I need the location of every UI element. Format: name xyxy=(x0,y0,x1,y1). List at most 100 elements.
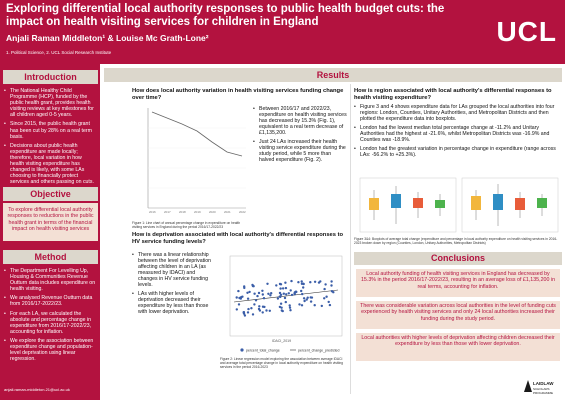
poster-authors: Anjali Raman Middleton¹ & Louise Mc Grat… xyxy=(6,33,209,43)
scatter-point xyxy=(284,281,287,284)
scatter-point xyxy=(280,306,283,309)
figure-3-4-boxplots xyxy=(359,177,559,233)
scatter-point xyxy=(247,307,250,311)
scatter-point xyxy=(275,284,278,287)
method-bullet: We analysed Revenue Outturn data from 20… xyxy=(4,295,96,307)
scatter-point xyxy=(246,291,249,294)
scatter-point xyxy=(302,286,305,289)
conclusion-box: Local authorities with higher levels of … xyxy=(356,333,560,361)
scatter-point xyxy=(269,294,272,297)
scatter-point xyxy=(300,282,304,285)
conclusion-text: Local authority funding of health visiti… xyxy=(360,271,556,290)
scatter-point xyxy=(237,303,241,306)
scatter-point xyxy=(298,303,301,306)
scatter-point xyxy=(325,295,328,298)
scatter-point xyxy=(251,313,255,316)
svg-text:2017: 2017 xyxy=(164,210,171,214)
scatter-point xyxy=(317,281,321,284)
scatter-point xyxy=(250,307,253,310)
scatter-point xyxy=(253,303,256,306)
laidlaw-subtitle: SCHOLARS PROGRAMME xyxy=(533,387,554,395)
method-bullet: We explore the association between expen… xyxy=(4,338,96,362)
svg-text:2018: 2018 xyxy=(179,210,186,214)
scatter-point xyxy=(256,294,259,298)
scatter-point xyxy=(266,282,269,285)
scatter-point xyxy=(262,297,266,300)
scatter-point xyxy=(301,292,304,296)
scatter-point xyxy=(242,311,245,314)
svg-text:2019: 2019 xyxy=(194,210,201,214)
laidlaw-logo xyxy=(524,380,532,392)
conclusion-text: Local authorities with higher levels of … xyxy=(361,335,555,348)
svg-text:2021: 2021 xyxy=(224,210,231,214)
scatter-point xyxy=(243,314,247,317)
q3-bullet: London had the lowest median total perce… xyxy=(354,125,560,143)
q2-bullets: There was a linear relationship between … xyxy=(132,252,216,318)
scatter-point xyxy=(300,280,303,283)
scatter-point xyxy=(290,293,294,297)
results-heading: Results xyxy=(104,68,562,82)
scatter-point xyxy=(324,283,327,286)
scatter-point xyxy=(284,286,288,290)
scatter-point xyxy=(243,286,246,290)
scatter-point xyxy=(279,293,283,296)
scatter-point xyxy=(261,293,264,296)
objective-heading: Objective xyxy=(3,187,98,201)
scatter-point xyxy=(261,305,265,308)
intro-bullet: Since 2015, the public health grant has … xyxy=(4,121,96,139)
figure-2-scatter-plot: IDACI_2019 percent_total_change percent_… xyxy=(229,255,343,353)
figure-1-line-chart: 2016 2017 2018 2019 2020 2021 2022 xyxy=(147,108,246,214)
laidlaw-name: LAIDLAW xyxy=(533,381,554,386)
scatter-point xyxy=(309,296,312,299)
scatter-point xyxy=(330,284,333,287)
scatter-point xyxy=(235,296,238,299)
legend-item: percent_total_change xyxy=(246,349,280,353)
scatter-point xyxy=(282,292,285,295)
q1-bullet: Between 2016/17 and 2022/23, expenditure… xyxy=(253,106,347,136)
scatter-point xyxy=(251,283,254,287)
scatter-point xyxy=(287,292,290,295)
scatter-point xyxy=(327,300,330,304)
conclusion-text: There was considerable variation across … xyxy=(360,303,556,322)
scatter-point xyxy=(330,280,333,283)
scatter-point xyxy=(323,297,326,300)
scatter-point xyxy=(278,282,282,286)
q3-heading: How is region associated with local auth… xyxy=(354,88,552,101)
method-bullet: The Department For Levelling Up, Housing… xyxy=(4,268,96,292)
scatter-point xyxy=(278,295,281,298)
scatter-point xyxy=(258,305,261,308)
scatter-point xyxy=(281,287,285,290)
contact-email[interactable]: anjali.raman-middleton.21@ucl.ac.uk xyxy=(4,387,70,392)
scatter-point xyxy=(313,280,317,283)
scatter-point xyxy=(328,303,332,307)
scatter-point xyxy=(284,300,287,304)
legend-item: percent_change_predicted xyxy=(298,349,340,353)
introduction-heading: Introduction xyxy=(3,70,98,84)
scatter-point xyxy=(289,289,292,292)
column-divider xyxy=(350,84,351,394)
scatter-point xyxy=(235,308,238,311)
scatter-point xyxy=(303,299,306,303)
scatter-point xyxy=(281,309,284,313)
scatter-x-label: IDACI_2019 xyxy=(272,339,291,343)
scatter-point xyxy=(261,289,264,292)
scatter-point xyxy=(305,298,308,301)
scatter-point xyxy=(306,296,309,299)
scatter-point xyxy=(238,296,241,300)
poster-affiliations: 1. Political Science, 2. UCL Social Rese… xyxy=(6,50,112,55)
method-bullet: For each LA, we calculated the absolute … xyxy=(4,311,96,335)
scatter-point xyxy=(289,309,292,312)
scatter-point xyxy=(302,282,305,286)
scatter-point xyxy=(302,297,306,300)
scatter-point xyxy=(261,311,264,314)
intro-bullet: The National Healthy Child Programme (HC… xyxy=(4,88,96,118)
intro-bullet: Decisions about public health expenditur… xyxy=(4,143,96,186)
scatter-point xyxy=(257,307,261,311)
scatter-point xyxy=(285,293,288,296)
objective-box: To explore differential local authority … xyxy=(3,203,98,241)
method-text: The Department For Levelling Up, Housing… xyxy=(4,268,96,365)
poster-header: Exploring differential local authority r… xyxy=(0,0,565,64)
scatter-point xyxy=(278,291,282,295)
scatter-point xyxy=(279,302,283,305)
scatter-point xyxy=(297,281,300,284)
